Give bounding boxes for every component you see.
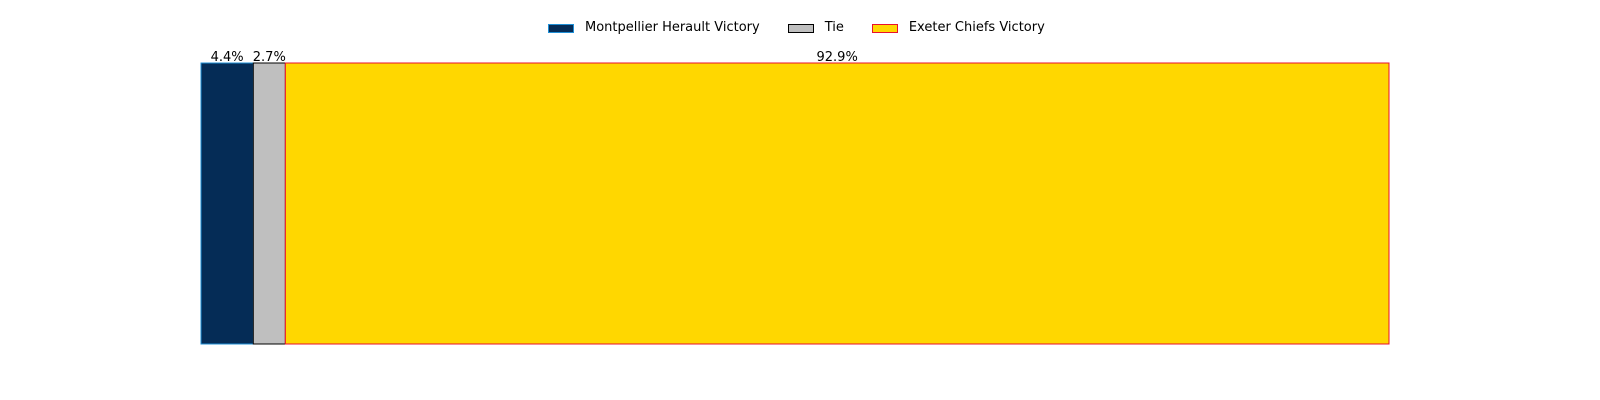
legend-swatch-exeter xyxy=(871,23,898,33)
data-label-montpellier-herault-victory: 4.4% xyxy=(211,50,244,65)
data-label-exeter-chiefs-victory: 92.9% xyxy=(817,50,858,65)
bar-segment-montpellier-herault-victory xyxy=(200,62,254,345)
bar-segment-exeter-chiefs-victory xyxy=(284,62,1390,345)
data-label-tie: 2.7% xyxy=(253,50,286,65)
data-label-group: 4.4% 2.7% 92.9% xyxy=(211,50,858,65)
legend-swatch-tie xyxy=(787,23,814,33)
legend-item-tie: Tie xyxy=(787,18,844,38)
legend-item-montpellier: Montpellier Herault Victory xyxy=(548,18,760,38)
bar-group xyxy=(200,62,1390,345)
legend-label-exeter: Exeter Chiefs Victory xyxy=(908,20,1045,35)
chart-legend: Montpellier Herault Victory Tie Exeter C… xyxy=(548,18,1045,38)
legend-item-exeter: Exeter Chiefs Victory xyxy=(871,18,1045,38)
legend-swatch-montpellier xyxy=(548,23,574,33)
bar-segment-tie xyxy=(252,62,286,345)
legend-label-montpellier: Montpellier Herault Victory xyxy=(585,20,760,35)
legend-label-tie: Tie xyxy=(824,20,844,35)
